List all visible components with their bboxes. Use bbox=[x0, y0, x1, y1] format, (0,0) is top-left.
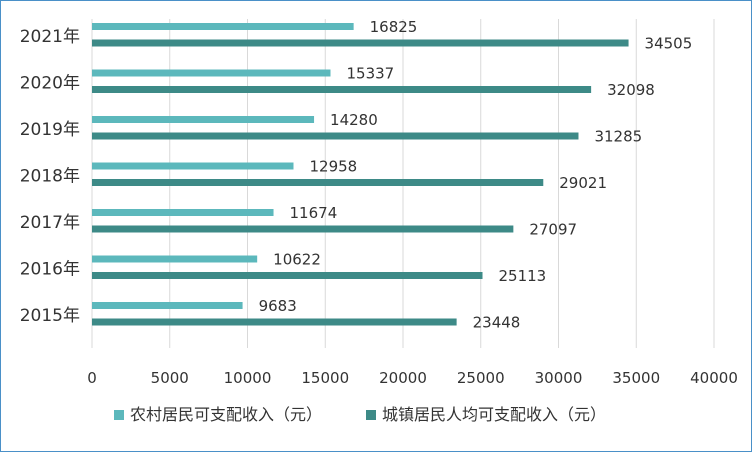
x-tick-label: 15000 bbox=[301, 369, 349, 387]
data-label: 34505 bbox=[645, 35, 693, 53]
data-label: 27097 bbox=[529, 221, 577, 239]
category-label: 2017年 bbox=[20, 213, 80, 233]
bars bbox=[92, 23, 629, 326]
data-label: 16825 bbox=[370, 18, 418, 36]
data-label: 29021 bbox=[559, 174, 607, 192]
bar-rural bbox=[92, 302, 243, 309]
bar-rural bbox=[92, 69, 331, 77]
data-label: 23448 bbox=[473, 314, 521, 332]
x-tick-label: 0 bbox=[87, 369, 97, 387]
bar-rural bbox=[92, 162, 294, 170]
data-label: 11674 bbox=[290, 204, 338, 222]
data-label: 12958 bbox=[309, 158, 357, 176]
x-tick-label: 5000 bbox=[151, 369, 189, 387]
bar-urban bbox=[92, 39, 629, 47]
legend-label: 城镇居民人均可支配收入（元） bbox=[382, 405, 606, 424]
category-label: 2016年 bbox=[20, 259, 80, 279]
legend-swatch bbox=[366, 410, 376, 420]
category-label: 2018年 bbox=[20, 166, 80, 186]
legend-label: 农村居民可支配收入（元） bbox=[130, 405, 322, 424]
bar-rural bbox=[92, 23, 354, 30]
legend-swatch bbox=[114, 410, 124, 420]
data-label: 31285 bbox=[594, 128, 642, 146]
legend: 农村居民可支配收入（元） 城镇居民人均可支配收入（元） bbox=[114, 405, 606, 424]
data-labels: 16825 34505 15337 32098 14280 31285 12958 29021… bbox=[259, 18, 693, 332]
x-tick-label: 10000 bbox=[224, 369, 272, 387]
bar-urban bbox=[92, 318, 457, 326]
category-label: 2015年 bbox=[20, 306, 80, 326]
x-axis-ticks: 0 5000 10000 15000 20000 25000 30000 35000 40000 bbox=[87, 369, 738, 387]
bar-rural bbox=[92, 255, 258, 263]
bar-urban bbox=[92, 86, 592, 93]
bar-urban bbox=[92, 179, 544, 186]
data-label: 9683 bbox=[259, 297, 297, 315]
x-tick-label: 20000 bbox=[379, 369, 427, 387]
x-tick-label: 25000 bbox=[457, 369, 505, 387]
x-tick-label: 40000 bbox=[690, 369, 738, 387]
bar-rural bbox=[92, 116, 315, 123]
bar-urban bbox=[92, 132, 579, 140]
data-label: 32098 bbox=[607, 81, 655, 99]
x-tick-label: 35000 bbox=[612, 369, 660, 387]
category-label: 2021年 bbox=[20, 27, 80, 47]
category-label: 2019年 bbox=[20, 120, 80, 140]
category-label: 2020年 bbox=[20, 73, 80, 93]
category-labels: 2021年 2020年 2019年 2018年 2017年 2016年 2015年 bbox=[20, 27, 80, 326]
data-label: 15337 bbox=[346, 65, 394, 83]
data-label: 25113 bbox=[499, 267, 547, 285]
data-label: 14280 bbox=[330, 111, 378, 129]
data-label: 10622 bbox=[273, 251, 321, 269]
bar-rural bbox=[92, 209, 274, 216]
bar-urban bbox=[92, 272, 483, 279]
bar-urban bbox=[92, 225, 514, 233]
x-tick-label: 30000 bbox=[535, 369, 583, 387]
